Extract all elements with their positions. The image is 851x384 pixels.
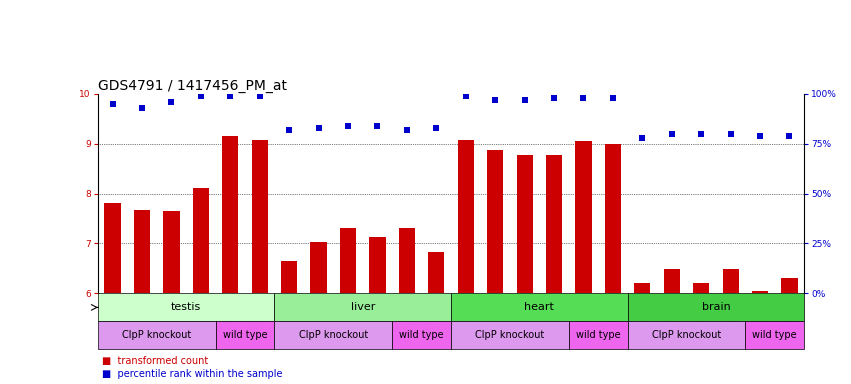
Text: ■  percentile rank within the sample: ■ percentile rank within the sample bbox=[102, 369, 283, 379]
Point bbox=[224, 93, 237, 99]
Point bbox=[517, 97, 531, 103]
Bar bbox=[274, 321, 392, 349]
Bar bbox=[781, 278, 797, 293]
Bar bbox=[634, 283, 650, 293]
Point bbox=[371, 122, 385, 129]
Bar bbox=[105, 202, 121, 293]
Bar bbox=[575, 141, 591, 293]
Bar bbox=[568, 321, 627, 349]
Bar bbox=[340, 228, 356, 293]
Point bbox=[606, 94, 620, 101]
Bar bbox=[98, 293, 274, 321]
Point bbox=[253, 93, 266, 99]
Point bbox=[400, 127, 414, 133]
Bar bbox=[252, 140, 268, 293]
Point bbox=[311, 124, 325, 131]
Text: ClpP knockout: ClpP knockout bbox=[122, 330, 191, 341]
Point bbox=[106, 101, 119, 107]
Bar bbox=[605, 144, 621, 293]
Point bbox=[783, 132, 797, 139]
Bar bbox=[487, 150, 503, 293]
Bar bbox=[627, 293, 804, 321]
Text: ClpP knockout: ClpP knockout bbox=[299, 330, 368, 341]
Text: wild type: wild type bbox=[399, 330, 444, 341]
Bar bbox=[311, 242, 327, 293]
Point bbox=[341, 122, 355, 129]
Point bbox=[724, 131, 738, 137]
Bar bbox=[98, 321, 215, 349]
Bar bbox=[222, 136, 238, 293]
Bar bbox=[134, 210, 150, 293]
Bar bbox=[193, 187, 209, 293]
Point bbox=[577, 94, 591, 101]
Point bbox=[665, 131, 678, 137]
Point bbox=[694, 131, 708, 137]
Point bbox=[135, 104, 149, 111]
Point bbox=[547, 94, 561, 101]
Point bbox=[283, 127, 296, 133]
Bar bbox=[745, 321, 804, 349]
Point bbox=[753, 132, 767, 139]
Text: liver: liver bbox=[351, 302, 375, 313]
Bar bbox=[369, 237, 386, 293]
Text: ClpP knockout: ClpP knockout bbox=[475, 330, 545, 341]
Text: testis: testis bbox=[171, 302, 202, 313]
Bar bbox=[428, 252, 444, 293]
Point bbox=[164, 99, 178, 105]
Bar bbox=[451, 293, 627, 321]
Bar bbox=[722, 270, 739, 293]
Text: wild type: wild type bbox=[752, 330, 797, 341]
Text: ClpP knockout: ClpP knockout bbox=[652, 330, 721, 341]
Bar bbox=[664, 270, 680, 293]
Point bbox=[636, 134, 649, 141]
Text: heart: heart bbox=[524, 302, 554, 313]
Bar bbox=[163, 211, 180, 293]
Bar bbox=[693, 283, 709, 293]
Bar bbox=[458, 140, 474, 293]
Bar bbox=[215, 321, 274, 349]
Point bbox=[488, 97, 502, 103]
Bar bbox=[451, 321, 568, 349]
Text: ■  transformed count: ■ transformed count bbox=[102, 356, 208, 366]
Bar bbox=[281, 261, 297, 293]
Bar bbox=[399, 228, 415, 293]
Bar bbox=[274, 293, 451, 321]
Point bbox=[459, 93, 472, 99]
Text: GDS4791 / 1417456_PM_at: GDS4791 / 1417456_PM_at bbox=[98, 79, 287, 93]
Bar bbox=[752, 291, 768, 293]
Text: brain: brain bbox=[701, 302, 730, 313]
Text: wild type: wild type bbox=[576, 330, 620, 341]
Bar bbox=[392, 321, 451, 349]
Bar bbox=[627, 321, 745, 349]
Point bbox=[194, 93, 208, 99]
Text: wild type: wild type bbox=[223, 330, 267, 341]
Bar bbox=[517, 155, 533, 293]
Bar bbox=[546, 155, 563, 293]
Point bbox=[430, 124, 443, 131]
